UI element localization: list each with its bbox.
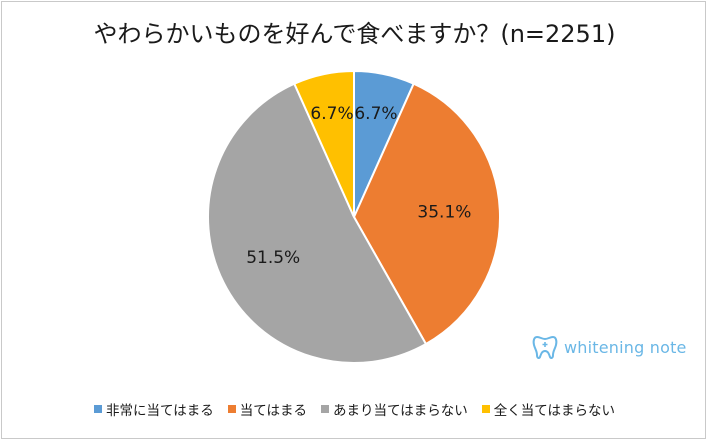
pie-slice <box>207 82 428 364</box>
chart-title: やわらかいものを好んで食べますか？(n=2251) <box>93 20 616 48</box>
legend-swatch <box>321 405 329 413</box>
slice-data-label: 6.7% <box>310 104 353 124</box>
pie-slices <box>207 69 501 364</box>
legend-item: 非常に当てはまる <box>94 399 214 419</box>
brand-logo: whitening note <box>532 332 687 362</box>
pie-labels: 6.7% 35.1% 51.5% 6.7% <box>246 104 471 268</box>
legend-item: あまり当てはまらない <box>321 399 468 419</box>
legend-label: 当てはまる <box>239 403 307 419</box>
tooth-icon <box>532 335 558 360</box>
legend-item: 当てはまる <box>227 399 307 419</box>
logo-text: whitening note <box>564 337 687 357</box>
chart-legend: 非常に当てはまる 当てはまる あまり当てはまらない 全く当てはまらない <box>0 399 709 419</box>
pie-slice <box>352 82 501 346</box>
slice-data-label: 6.7% <box>354 104 397 124</box>
legend-swatch <box>481 405 490 413</box>
slice-data-label: 35.1% <box>417 203 471 223</box>
legend-label: あまり当てはまらない <box>333 403 468 419</box>
legend-label: 全く当てはまらない <box>493 403 615 419</box>
legend-swatch <box>227 405 236 413</box>
slice-data-label: 51.5% <box>246 248 300 268</box>
legend-swatch <box>94 405 103 413</box>
pie-slice <box>293 69 355 218</box>
legend-item: 全く当てはまらない <box>481 399 615 419</box>
legend-label: 非常に当てはまる <box>106 403 214 419</box>
